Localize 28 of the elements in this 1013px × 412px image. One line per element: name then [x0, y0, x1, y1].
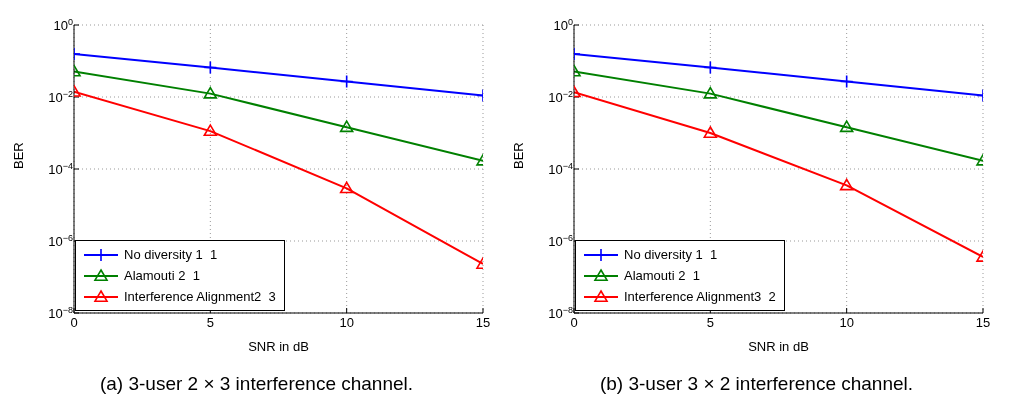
- x-tick-label: 0: [570, 315, 578, 331]
- y-tick-label: 10$^{−2}$: [548, 89, 573, 105]
- y-tick-label: 10$^{0}$: [553, 17, 573, 33]
- y-tick-label: 10$^{−4}$: [548, 161, 573, 177]
- legend-label: Interference Alignment2 3: [124, 289, 276, 304]
- x-tick-label: 10: [339, 315, 354, 331]
- x-tick-label: 15: [475, 315, 491, 331]
- x-tick-label: 5: [206, 315, 214, 331]
- x-tick-label: 10: [839, 315, 854, 331]
- legend-label: Alamouti 2 1: [124, 268, 200, 283]
- y-tick-label: 10$^{0}$: [53, 17, 73, 33]
- legend-label: Alamouti 2 1: [624, 268, 700, 283]
- x-axis-title: SNR in dB: [748, 339, 809, 354]
- x-tick-label: 15: [975, 315, 991, 331]
- y-axis-title: BER: [510, 142, 526, 169]
- y-tick-label: 10$^{−6}$: [48, 233, 73, 249]
- x-tick-label: 5: [706, 315, 714, 331]
- y-tick-label: 10$^{−2}$: [48, 89, 73, 105]
- x-tick-label: 0: [70, 315, 78, 331]
- y-tick-label: 10$^{−6}$: [548, 233, 573, 249]
- text: (b) 3-user 3 × 2 interference channel.: [598, 373, 915, 395]
- legend-label: No diversity 1 1: [124, 247, 218, 262]
- text: (a) 3-user 2 × 3 interference channel.: [98, 373, 415, 395]
- y-tick-label: 10$^{−4}$: [48, 161, 73, 177]
- x-axis-title: SNR in dB: [248, 339, 309, 354]
- legend-label: No diversity 1 1: [624, 247, 718, 262]
- legend-label: Interference Alignment3 2: [624, 289, 776, 304]
- y-axis-title: BER: [10, 142, 26, 169]
